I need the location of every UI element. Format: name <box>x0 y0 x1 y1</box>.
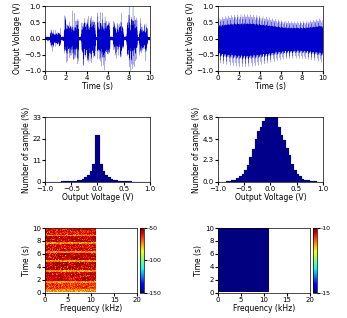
Bar <box>124 181 126 182</box>
Bar <box>310 181 312 182</box>
Bar <box>69 181 71 182</box>
X-axis label: Frequency (kHz): Frequency (kHz) <box>60 304 122 313</box>
Bar <box>87 175 90 182</box>
Bar <box>92 164 95 182</box>
Bar <box>228 181 231 182</box>
Bar <box>307 180 310 182</box>
Bar <box>276 114 278 182</box>
X-axis label: Output Voltage (V): Output Voltage (V) <box>62 193 133 202</box>
Bar <box>77 180 79 182</box>
Bar <box>105 175 108 182</box>
Bar <box>103 171 105 182</box>
Bar <box>297 174 299 182</box>
Y-axis label: Time (s): Time (s) <box>194 245 203 276</box>
Bar <box>113 180 116 182</box>
Bar <box>262 121 265 182</box>
Bar <box>239 176 242 182</box>
Bar <box>281 135 283 182</box>
Bar <box>286 148 289 182</box>
Bar <box>226 181 228 182</box>
Bar <box>249 157 252 182</box>
Bar <box>90 171 92 182</box>
Bar <box>82 178 84 182</box>
Bar <box>273 107 276 182</box>
X-axis label: Time (s): Time (s) <box>82 82 113 91</box>
Bar <box>95 135 98 182</box>
Bar <box>289 156 291 182</box>
Bar <box>260 127 262 182</box>
Bar <box>231 180 234 182</box>
Bar <box>283 140 286 182</box>
Bar <box>294 170 297 182</box>
Bar <box>71 181 74 182</box>
Bar <box>291 164 294 182</box>
Bar <box>255 139 257 182</box>
Bar <box>100 164 103 182</box>
Bar <box>252 149 255 182</box>
Bar <box>74 181 77 182</box>
Bar <box>111 179 113 182</box>
X-axis label: Output Voltage (V): Output Voltage (V) <box>235 193 306 202</box>
Bar <box>108 177 111 182</box>
Y-axis label: Number of sample (%): Number of sample (%) <box>192 106 201 193</box>
Bar <box>244 170 247 182</box>
Bar <box>84 177 87 182</box>
Bar <box>126 181 129 182</box>
Bar <box>270 103 273 182</box>
Bar <box>116 180 118 182</box>
Bar <box>302 179 304 182</box>
Bar <box>118 181 121 182</box>
Y-axis label: Output Voltage (V): Output Voltage (V) <box>14 3 23 74</box>
Y-axis label: Number of sample (%): Number of sample (%) <box>22 106 31 193</box>
Bar <box>268 103 270 182</box>
Bar <box>79 180 82 182</box>
Bar <box>265 106 268 182</box>
Bar <box>247 165 249 182</box>
Bar <box>312 181 315 182</box>
Bar <box>278 127 281 182</box>
X-axis label: Frequency (kHz): Frequency (kHz) <box>233 304 295 313</box>
Bar <box>304 180 307 182</box>
Bar <box>242 174 244 182</box>
Bar <box>121 181 124 182</box>
Y-axis label: Output Voltage (V): Output Voltage (V) <box>186 3 195 74</box>
Bar <box>257 131 260 182</box>
Y-axis label: Time (s): Time (s) <box>22 245 31 276</box>
Bar <box>299 176 302 182</box>
Bar <box>98 135 100 182</box>
Bar <box>66 181 69 182</box>
X-axis label: Time (s): Time (s) <box>255 82 286 91</box>
Bar <box>234 180 236 182</box>
Bar <box>236 178 239 182</box>
